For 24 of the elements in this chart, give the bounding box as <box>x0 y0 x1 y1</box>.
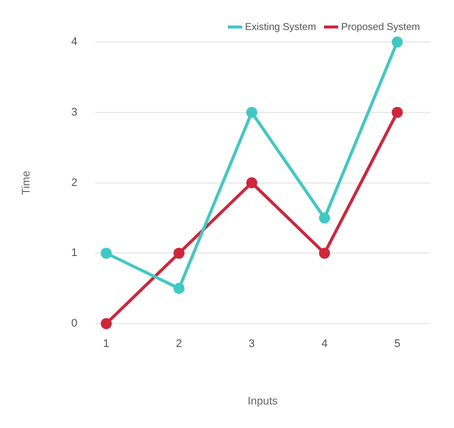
point <box>100 318 112 330</box>
y-tick-label: 0 <box>71 318 78 330</box>
point <box>246 177 258 188</box>
x-axis-title: Inputs <box>248 395 278 408</box>
point <box>319 212 330 224</box>
x-tick-label: 2 <box>176 338 182 350</box>
y-axis-title: Time <box>20 170 33 195</box>
point <box>173 282 184 294</box>
point <box>392 36 403 48</box>
x-tick-label: 5 <box>394 338 400 350</box>
legend-label: Existing System <box>244 22 316 33</box>
x-tick-label: 1 <box>103 338 110 350</box>
point <box>173 248 184 259</box>
x-tick-label: 3 <box>248 338 255 350</box>
y-tick-label: 4 <box>71 36 78 48</box>
y-tick-label: 2 <box>71 176 78 189</box>
legend-label: Proposed System <box>341 22 420 33</box>
y-tick-label: 3 <box>71 106 78 118</box>
point <box>246 106 258 118</box>
x-tick-label: 4 <box>321 338 328 350</box>
point <box>319 248 330 259</box>
point <box>100 248 112 259</box>
y-tick-label: 1 <box>71 247 78 260</box>
point <box>392 106 403 118</box>
